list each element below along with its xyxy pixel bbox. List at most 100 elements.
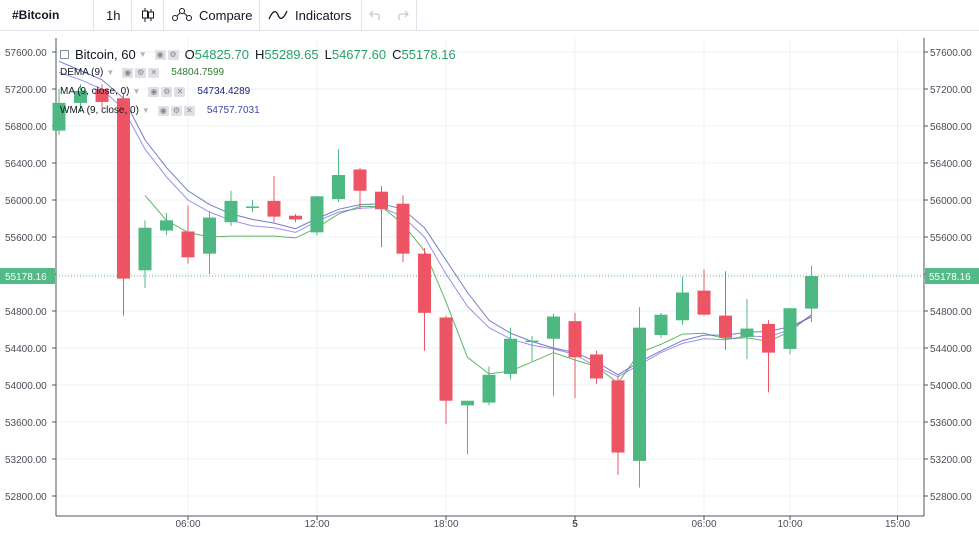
y-tick-label-left: 53600.00 xyxy=(5,418,47,429)
undo-icon xyxy=(369,10,380,21)
candle-body xyxy=(676,292,689,321)
ma-value: 54734.4289 xyxy=(197,86,251,97)
x-tick-label: 06:00 xyxy=(175,519,200,530)
symbol-search[interactable]: #Bitcoin xyxy=(12,8,60,22)
settings-icon[interactable]: ⚙ xyxy=(135,67,147,78)
y-tick-label-left: 54400.00 xyxy=(5,344,47,355)
candle-body xyxy=(783,308,797,349)
series-title: Bitcoin, 60 xyxy=(75,47,136,62)
y-tick-label-left: 57600.00 xyxy=(5,48,47,59)
x-tick-label: 5 xyxy=(572,519,578,530)
redo-icon xyxy=(398,10,409,21)
y-tick-label-right: 53600.00 xyxy=(930,418,972,429)
x-tick-label: 10:00 xyxy=(777,519,802,530)
open-value: 54825.70 xyxy=(194,47,249,62)
candle-body xyxy=(160,220,173,231)
collapse-legend-icon[interactable] xyxy=(60,50,69,59)
candle-body xyxy=(332,175,345,200)
open-key: O xyxy=(184,47,195,62)
candle-body xyxy=(482,374,496,403)
close-icon[interactable]: ✕ xyxy=(183,105,195,116)
close-icon[interactable]: ✕ xyxy=(174,86,186,97)
toolbar-divider xyxy=(93,0,94,30)
candle-body xyxy=(762,323,775,353)
last-price-badge-left xyxy=(0,268,55,285)
dema-value: 54804.7599 xyxy=(171,67,225,78)
last-price-label-right: 55178.16 xyxy=(929,272,971,283)
y-tick-label-left: 54800.00 xyxy=(5,307,47,318)
candle-body xyxy=(525,340,539,343)
y-tick-label-right: 54000.00 xyxy=(930,381,972,392)
eye-icon[interactable]: ◉ xyxy=(154,49,166,60)
indicators-label: Indicators xyxy=(295,7,352,23)
y-tick-label-right: 56800.00 xyxy=(930,122,972,133)
y-tick-label-left: 52800.00 xyxy=(5,492,47,503)
chevron-down-icon[interactable]: ▼ xyxy=(138,50,147,59)
chart-grid xyxy=(56,38,924,516)
y-tick-label-right: 57200.00 xyxy=(930,85,972,96)
redo-button[interactable] xyxy=(395,0,409,30)
candle-body xyxy=(633,327,646,461)
candle-body xyxy=(418,253,431,313)
chart-style-button[interactable] xyxy=(141,0,155,30)
eye-icon[interactable]: ◉ xyxy=(122,67,134,78)
chevron-down-icon[interactable]: ▼ xyxy=(132,87,141,96)
candle-body xyxy=(439,317,453,401)
candle-body xyxy=(568,321,582,358)
axis-labels: 57600.00 57600.00 57200.00 57200.00 56800.00… xyxy=(0,48,979,530)
candle-body xyxy=(52,102,66,131)
candle-body xyxy=(375,191,388,210)
wma-legend: WMA (9, close, 0) ▼ ◉ ⚙ ✕ 54757.7031 xyxy=(60,105,260,116)
y-tick-label-right: 57600.00 xyxy=(930,48,972,59)
candle-body xyxy=(611,380,625,453)
candle-body xyxy=(181,231,195,258)
y-tick-label-right: 56400.00 xyxy=(930,159,972,170)
candle-body xyxy=(697,290,711,315)
candle-body xyxy=(805,276,818,309)
interval-button[interactable]: 1h xyxy=(106,7,121,23)
ma-label: MA (9, close, 0) xyxy=(60,86,130,97)
indicator-line-dema xyxy=(144,195,812,384)
y-tick-label-left: 56400.00 xyxy=(5,159,47,170)
dema-legend: DEMA (9) ▼ ◉ ⚙ ✕ 54804.7599 xyxy=(60,67,224,78)
x-tick-label: 18:00 xyxy=(433,519,458,530)
high-key: H xyxy=(254,47,265,62)
candlestick-icon xyxy=(142,8,154,22)
toolbar-divider xyxy=(259,0,260,30)
settings-icon[interactable]: ⚙ xyxy=(167,49,179,60)
close-icon[interactable]: ✕ xyxy=(148,67,160,78)
x-tick-label: 12:00 xyxy=(304,519,329,530)
y-tick-label-right: 52800.00 xyxy=(930,492,972,503)
candle-body xyxy=(138,227,152,271)
chevron-down-icon[interactable]: ▼ xyxy=(141,106,150,115)
settings-icon[interactable]: ⚙ xyxy=(170,105,182,116)
y-tick-label-right: 55600.00 xyxy=(930,233,972,244)
toolbar-divider xyxy=(416,0,417,30)
last-price-badge-right xyxy=(925,268,979,285)
x-tick-label: 15:00 xyxy=(885,519,910,530)
wma-label: WMA (9, close, 0) xyxy=(60,105,139,116)
y-tick-label-left: 55600.00 xyxy=(5,233,47,244)
compare-label: Compare xyxy=(199,7,253,23)
candle-body xyxy=(504,338,517,374)
undo-button[interactable] xyxy=(369,0,383,30)
candle-body xyxy=(396,203,410,254)
price-chart[interactable]: 57600.00 57600.00 57200.00 57200.00 56800.00… xyxy=(0,38,979,534)
wma-value: 54757.7031 xyxy=(206,105,260,116)
eye-icon[interactable]: ◉ xyxy=(148,86,160,97)
compare-button[interactable]: Compare xyxy=(171,0,252,30)
indicator-line-wma xyxy=(58,71,812,378)
candle-body xyxy=(117,98,130,279)
candle-body xyxy=(740,328,754,337)
compare-icon xyxy=(172,8,192,21)
indicator-line-ma xyxy=(58,60,812,376)
indicators-button[interactable]: Indicators xyxy=(268,0,351,30)
settings-icon[interactable]: ⚙ xyxy=(161,86,173,97)
chevron-down-icon[interactable]: ▼ xyxy=(106,68,115,77)
candle-body xyxy=(95,89,109,102)
indicator-lines xyxy=(56,60,924,384)
eye-icon[interactable]: ◉ xyxy=(157,105,169,116)
candle-body xyxy=(224,200,238,223)
candle-body xyxy=(203,217,216,254)
y-tick-label-right: 54800.00 xyxy=(930,307,972,318)
